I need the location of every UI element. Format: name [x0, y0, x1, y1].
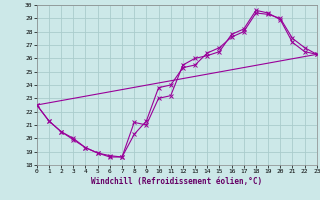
X-axis label: Windchill (Refroidissement éolien,°C): Windchill (Refroidissement éolien,°C): [91, 177, 262, 186]
